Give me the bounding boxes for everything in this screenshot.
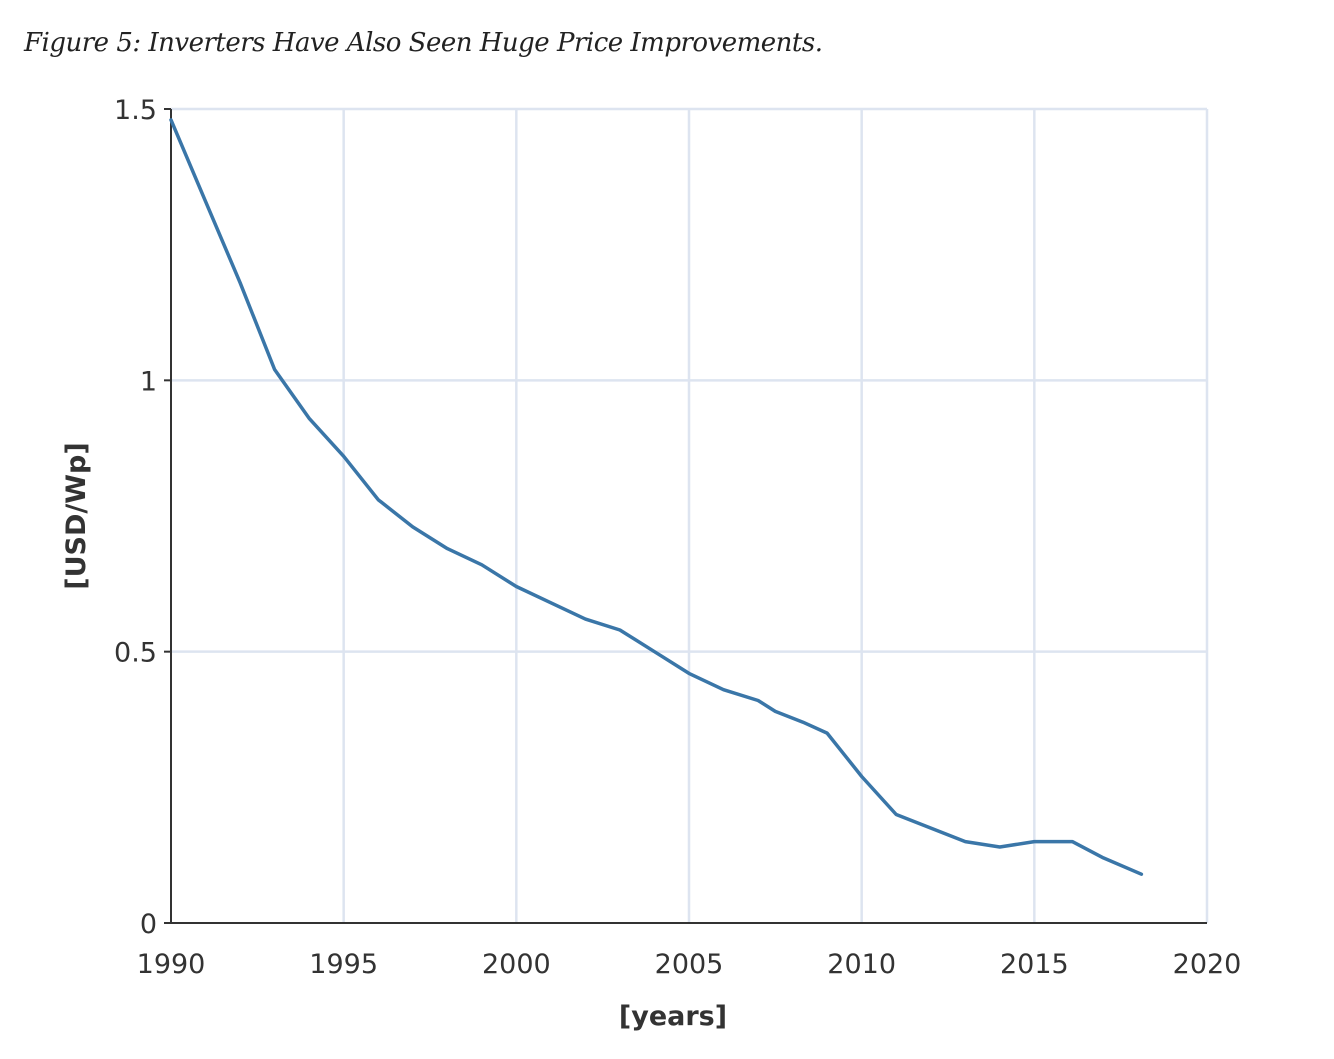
data-point [774,710,777,713]
data-point [618,628,621,631]
data-point [549,601,552,604]
x-tick-label-2015: 2015 [1000,949,1069,980]
data-point [801,721,804,724]
tick-labels: 1990 1995 2000 2005 2010 2015 2020 0 0.5 1 1.5 [114,95,1241,980]
data-point [688,672,691,675]
series-line-0 [169,118,1144,876]
y-tick-label-2: 1 [140,366,157,397]
x-tick-label-2020: 2020 [1173,949,1242,980]
data-point [653,650,656,653]
data-point [1102,856,1105,859]
data-point [273,368,276,371]
axes [164,108,1207,924]
figure-caption: Figure 5: Inverters Have Also Seen Huge … [24,28,823,58]
x-axis-title: [years] [619,1001,727,1032]
data-point [446,547,449,550]
data-point [964,840,967,843]
data-point [722,688,725,691]
x-tick-label-2000: 2000 [482,949,551,980]
data-point [1140,873,1143,876]
x-tick-label-2010: 2010 [827,949,896,980]
data-point [377,498,380,501]
data-point [1071,840,1074,843]
series [169,118,1144,876]
y-axis-title: [USD/Wp] [61,442,92,589]
data-point [843,753,846,756]
data-point [826,732,829,735]
data-point [860,775,863,778]
x-tick-label-1990: 1990 [137,949,206,980]
data-point [204,200,207,203]
data-point [998,846,1001,849]
data-point [936,829,939,832]
data-point [895,813,898,816]
grid [171,107,1209,923]
data-point [342,455,345,458]
x-tick-label-2005: 2005 [655,949,724,980]
data-point [757,699,760,702]
data-point [239,281,242,284]
data-point [515,585,518,588]
x-tick-label-1995: 1995 [309,949,378,980]
data-point [480,563,483,566]
data-point [1033,840,1036,843]
data-point [584,618,587,621]
y-tick-label-1: 0.5 [114,638,157,669]
y-tick-label-0: 0 [140,909,157,940]
data-point [411,525,414,528]
y-tick-label-3: 1.5 [114,95,157,126]
data-point [170,118,173,121]
data-point [308,417,311,420]
